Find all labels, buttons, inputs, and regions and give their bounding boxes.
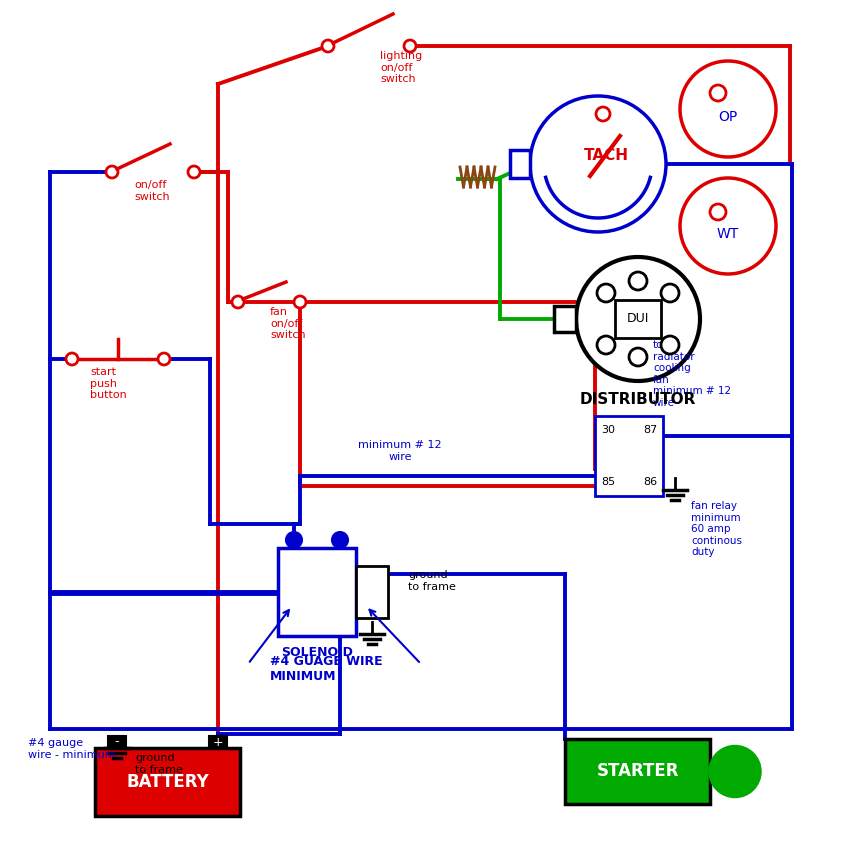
Text: 30: 30 bbox=[601, 425, 615, 435]
Circle shape bbox=[680, 61, 776, 157]
Circle shape bbox=[404, 40, 416, 52]
Bar bbox=[95, 748, 240, 816]
Circle shape bbox=[158, 353, 170, 365]
Text: +: + bbox=[213, 735, 223, 748]
Text: minimum # 12
wire: minimum # 12 wire bbox=[359, 440, 442, 461]
Text: 85: 85 bbox=[601, 477, 615, 487]
Bar bbox=[510, 150, 530, 178]
Bar bbox=[108, 736, 126, 748]
Text: lighting
on/off
switch: lighting on/off switch bbox=[380, 51, 422, 84]
Circle shape bbox=[629, 348, 647, 366]
Text: DISTRIBUTOR: DISTRIBUTOR bbox=[580, 391, 696, 406]
Circle shape bbox=[106, 166, 118, 178]
Circle shape bbox=[576, 257, 700, 381]
Circle shape bbox=[530, 96, 666, 232]
Circle shape bbox=[188, 166, 200, 178]
Bar bbox=[565, 739, 710, 804]
Text: ground
to frame: ground to frame bbox=[408, 570, 456, 592]
Circle shape bbox=[232, 296, 244, 308]
Circle shape bbox=[332, 532, 348, 548]
Text: STARTER: STARTER bbox=[596, 763, 679, 780]
Bar bbox=[278, 548, 356, 636]
Bar bbox=[356, 566, 388, 618]
Bar bbox=[209, 736, 227, 748]
Bar bbox=[615, 300, 661, 338]
Text: BATTERY: BATTERY bbox=[126, 773, 209, 791]
Text: OP: OP bbox=[718, 110, 738, 124]
Text: #4 gauge
wire - minimum: #4 gauge wire - minimum bbox=[28, 738, 116, 759]
Bar bbox=[595, 416, 663, 496]
Text: 87: 87 bbox=[643, 425, 657, 435]
Bar bbox=[554, 306, 576, 332]
Circle shape bbox=[294, 296, 306, 308]
Text: on/off
switch: on/off switch bbox=[134, 180, 169, 201]
Text: ground
to frame: ground to frame bbox=[135, 753, 183, 775]
Text: DUI: DUI bbox=[626, 313, 649, 326]
Circle shape bbox=[710, 85, 726, 101]
Text: #4 GUAGE WIRE
MINIMUM: #4 GUAGE WIRE MINIMUM bbox=[270, 655, 383, 683]
Circle shape bbox=[680, 178, 776, 274]
Text: TACH: TACH bbox=[583, 149, 628, 163]
Circle shape bbox=[597, 336, 615, 354]
Text: -: - bbox=[115, 735, 119, 748]
Circle shape bbox=[597, 284, 615, 302]
Text: SOLENOID: SOLENOID bbox=[281, 645, 353, 658]
Text: 86: 86 bbox=[643, 477, 657, 487]
Text: fan
on/off
switch: fan on/off switch bbox=[270, 307, 306, 340]
Circle shape bbox=[286, 532, 302, 548]
Circle shape bbox=[661, 336, 679, 354]
Circle shape bbox=[596, 107, 610, 121]
Circle shape bbox=[710, 746, 760, 797]
Text: to
radiator
cooling
fan
minimum # 12
wire: to radiator cooling fan minimum # 12 wir… bbox=[653, 340, 731, 408]
Circle shape bbox=[66, 353, 78, 365]
Text: WT: WT bbox=[717, 227, 739, 241]
Text: fan relay
minimum
60 amp
continous
duty: fan relay minimum 60 amp continous duty bbox=[691, 501, 742, 557]
Circle shape bbox=[710, 204, 726, 220]
Circle shape bbox=[322, 40, 334, 52]
Circle shape bbox=[629, 272, 647, 290]
Circle shape bbox=[661, 284, 679, 302]
Text: start
push
button: start push button bbox=[90, 367, 127, 400]
